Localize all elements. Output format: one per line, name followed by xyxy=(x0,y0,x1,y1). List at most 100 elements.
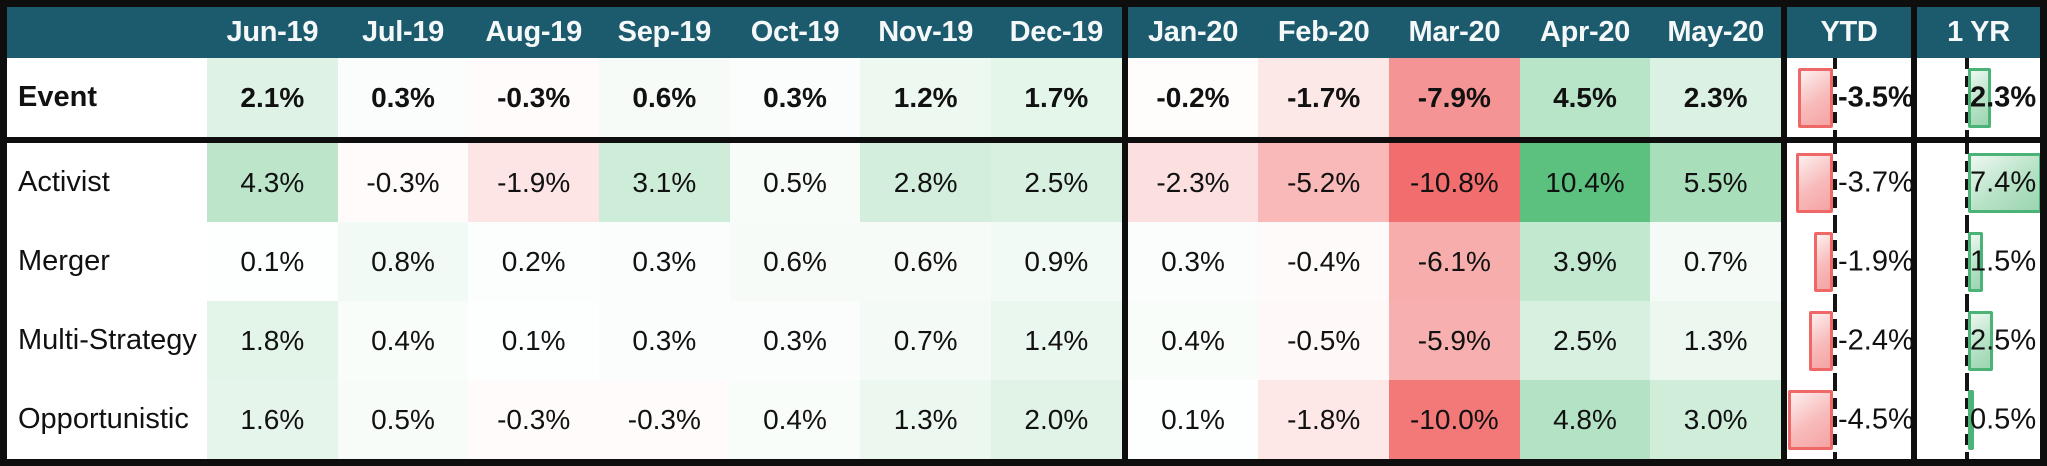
column-header-month: May-20 xyxy=(1650,7,1781,58)
heatmap-cell: 0.4% xyxy=(1127,301,1259,380)
heatmap-cell: 0.1% xyxy=(207,222,338,301)
summary-cell-1yr: 7.4% xyxy=(1917,143,2040,222)
heatmap-cell: -1.7% xyxy=(1258,58,1389,137)
heatmap-cell: 1.7% xyxy=(991,58,1122,137)
heatmap-cell: 4.3% xyxy=(207,143,338,222)
heatmap-cell: -10.0% xyxy=(1389,380,1520,459)
heatmap-cell: 2.3% xyxy=(1650,58,1781,137)
heatmap-cell: -2.3% xyxy=(1127,143,1259,222)
heatmap-cell: 0.3% xyxy=(599,301,730,380)
heatmap-cell: -0.4% xyxy=(1258,222,1389,301)
heatmap-cell: 0.4% xyxy=(337,301,469,380)
negative-return-bar xyxy=(1798,67,1833,128)
positive-return-bar xyxy=(1968,67,1991,128)
summary-value: 2.5% xyxy=(1970,324,2037,356)
zero-baseline xyxy=(1965,301,1969,380)
summary-value: -3.7% xyxy=(1838,166,1911,198)
heatmap-cell: 2.1% xyxy=(207,58,338,137)
row-label: Merger xyxy=(7,222,207,301)
column-header-month: Apr-20 xyxy=(1519,7,1651,58)
negative-return-bar xyxy=(1814,231,1833,292)
heatmap-cell: 3.1% xyxy=(599,143,730,222)
heatmap-cell: 0.3% xyxy=(599,222,730,301)
row-label: Activist xyxy=(7,143,207,222)
heatmap-cell: -5.9% xyxy=(1389,301,1520,380)
zero-baseline xyxy=(1833,380,1837,459)
positive-return-bar xyxy=(1968,152,2040,213)
summary-cell-ytd: -2.4% xyxy=(1787,301,1911,380)
zero-baseline xyxy=(1833,222,1837,301)
summary-value: 7.4% xyxy=(1970,166,2037,198)
table-grid: Jun-19 Jul-19 Aug-19 Sep-19 Oct-19 Nov-19 Dec-… xyxy=(7,7,2040,459)
heatmap-cell: -5.2% xyxy=(1258,143,1389,222)
column-header-month: Aug-19 xyxy=(468,7,599,58)
negative-return-bar xyxy=(1788,389,1833,450)
heatmap-cell: 0.3% xyxy=(337,58,469,137)
heatmap-cell: 0.9% xyxy=(991,222,1122,301)
heatmap-cell: 1.6% xyxy=(207,380,338,459)
heatmap-cell: 0.3% xyxy=(1127,222,1259,301)
column-header-month: Dec-19 xyxy=(991,7,1122,58)
heatmap-cell: 1.4% xyxy=(991,301,1122,380)
heatmap-cell: -1.9% xyxy=(468,143,599,222)
summary-value: 0.5% xyxy=(1970,403,2037,435)
column-header-month: Feb-20 xyxy=(1258,7,1389,58)
zero-baseline xyxy=(1833,58,1837,137)
heatmap-cell: 3.9% xyxy=(1519,222,1651,301)
heatmap-cell: 2.0% xyxy=(991,380,1122,459)
summary-cell-1yr: 2.5% xyxy=(1917,301,2040,380)
column-header-month: Mar-20 xyxy=(1389,7,1520,58)
heatmap-cell: 1.8% xyxy=(207,301,338,380)
heatmap-cell: 0.1% xyxy=(1127,380,1259,459)
summary-value: -3.5% xyxy=(1838,81,1911,113)
heatmap-cell: -7.9% xyxy=(1389,58,1520,137)
summary-cell-ytd: -3.7% xyxy=(1787,143,1911,222)
zero-baseline xyxy=(1965,58,1969,137)
heatmap-cell: 2.5% xyxy=(1519,301,1651,380)
zero-baseline xyxy=(1965,222,1969,301)
heatmap-cell: -0.3% xyxy=(599,380,730,459)
heatmap-cell: -0.5% xyxy=(1258,301,1389,380)
summary-value: -2.4% xyxy=(1838,324,1911,356)
summary-cell-ytd: -1.9% xyxy=(1787,222,1911,301)
summary-cell-1yr: 1.5% xyxy=(1917,222,2040,301)
zero-baseline xyxy=(1833,301,1837,380)
column-header-ytd: YTD xyxy=(1787,7,1911,58)
heatmap-cell: 0.2% xyxy=(468,222,599,301)
negative-return-bar xyxy=(1809,310,1833,371)
column-header-month: Sep-19 xyxy=(599,7,730,58)
heatmap-cell: 0.6% xyxy=(599,58,730,137)
heatmap-cell: 0.1% xyxy=(468,301,599,380)
summary-value: -4.5% xyxy=(1838,403,1911,435)
heatmap-cell: 0.6% xyxy=(729,222,861,301)
summary-cell-ytd: -3.5% xyxy=(1787,58,1911,137)
zero-baseline xyxy=(1833,143,1837,222)
column-header-month: Jan-20 xyxy=(1127,7,1259,58)
row-label: Event xyxy=(7,58,207,137)
column-header-month: Oct-19 xyxy=(729,7,861,58)
heatmap-cell: -0.3% xyxy=(337,143,469,222)
heatmap-cell: -0.3% xyxy=(468,380,599,459)
heatmap-cell: 0.7% xyxy=(860,301,991,380)
heatmap-cell: 4.8% xyxy=(1519,380,1651,459)
summary-cell-1yr: 2.3% xyxy=(1917,58,2040,137)
heatmap-cell: 1.3% xyxy=(1650,301,1781,380)
column-header-month: Jul-19 xyxy=(337,7,469,58)
zero-baseline xyxy=(1965,143,1969,222)
negative-return-bar xyxy=(1796,152,1833,213)
heatmap-cell: -10.8% xyxy=(1389,143,1520,222)
row-label: Opportunistic xyxy=(7,380,207,459)
heatmap-cell: 1.2% xyxy=(860,58,991,137)
heatmap-cell: 0.5% xyxy=(729,143,861,222)
heatmap-cell: -6.1% xyxy=(1389,222,1520,301)
summary-cell-1yr: 0.5% xyxy=(1917,380,2040,459)
summary-value: 1.5% xyxy=(1970,245,2037,277)
heatmap-cell: 3.0% xyxy=(1650,380,1781,459)
heatmap-cell: 0.3% xyxy=(729,301,861,380)
summary-value: -1.9% xyxy=(1838,245,1911,277)
heatmap-cell: 1.3% xyxy=(860,380,991,459)
column-header-1yr: 1 YR xyxy=(1917,7,2040,58)
heatmap-cell: 2.5% xyxy=(991,143,1122,222)
positive-return-bar xyxy=(1968,389,1974,450)
